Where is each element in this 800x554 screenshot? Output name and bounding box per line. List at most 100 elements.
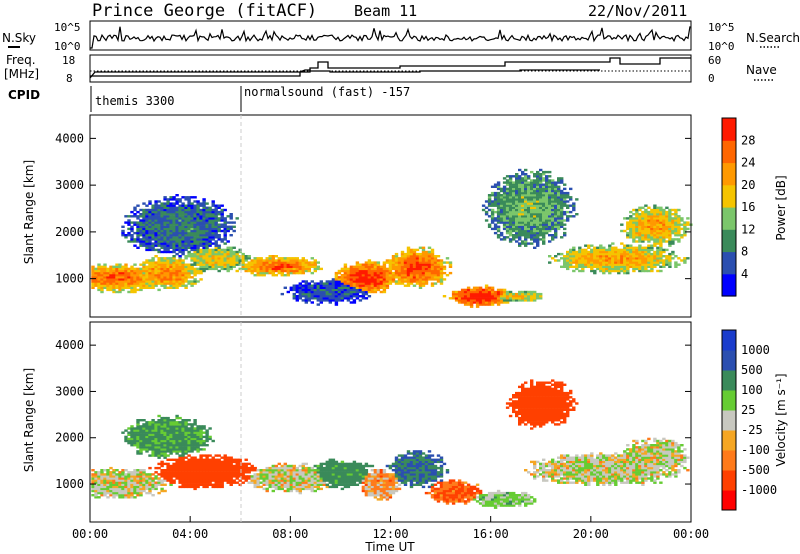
- heatmap-cell: [139, 450, 143, 453]
- heatmap-cell: [496, 297, 501, 300]
- heatmap-cell: [611, 265, 615, 268]
- heatmap-cell: [256, 479, 260, 482]
- heatmap-cell: [100, 469, 104, 472]
- heatmap-cell: [364, 284, 369, 287]
- heatmap-cell: [575, 255, 579, 258]
- heatmap-cell: [563, 257, 567, 260]
- heatmap-cell: [184, 246, 188, 249]
- heatmap-cell: [121, 229, 125, 233]
- heatmap-cell: [502, 292, 507, 296]
- heatmap-cell: [629, 263, 633, 266]
- heatmap-cell: [518, 231, 522, 235]
- heatmap-cell: [172, 284, 176, 287]
- heatmap-cell: [232, 473, 236, 476]
- heatmap-cell: [160, 263, 164, 266]
- heatmap-cell: [355, 278, 360, 281]
- heatmap-cell: [247, 261, 251, 264]
- heatmap-cell: [554, 215, 558, 218]
- heatmap-cell: [178, 458, 182, 461]
- heatmap-cell: [412, 284, 417, 287]
- heatmap-cell: [166, 462, 170, 466]
- heatmap-cell: [223, 458, 227, 461]
- heatmap-cell: [124, 437, 128, 441]
- heatmap-cell: [280, 267, 284, 271]
- heatmap-cell: [602, 261, 606, 264]
- heatmap-cell: [496, 196, 501, 199]
- heatmap-cell: [226, 267, 230, 271]
- heatmap-cell: [560, 265, 564, 268]
- heatmap-cell: [139, 223, 143, 226]
- power-colorbar-swatches: [722, 118, 736, 297]
- heatmap-cell: [521, 189, 525, 193]
- heatmap-cell: [169, 452, 173, 455]
- heatmap-cell: [551, 198, 555, 201]
- heatmap-cell: [130, 238, 134, 241]
- heatmap-cell: [166, 257, 170, 260]
- heatmap-cell: [668, 221, 672, 224]
- heatmap-cell: [100, 286, 104, 289]
- heatmap-cell: [512, 236, 516, 239]
- heatmap-cell: [193, 206, 197, 209]
- heatmap-cell: [524, 221, 528, 224]
- heatmap-cell: [253, 473, 257, 476]
- heatmap-cell: [310, 280, 314, 283]
- heatmap-cell: [265, 259, 269, 262]
- heatmap-cell: [460, 290, 465, 294]
- heatmap-cell: [184, 248, 188, 252]
- heatmap-cell: [515, 210, 519, 214]
- heatmap-cell: [346, 288, 351, 292]
- heatmap-cell: [223, 248, 227, 252]
- heatmap-cell: [136, 221, 140, 224]
- heatmap-cell: [142, 282, 146, 285]
- heatmap-cell: [199, 219, 203, 222]
- heatmap-cell: [391, 274, 396, 277]
- heatmap-cell: [157, 263, 161, 266]
- heatmap-cell: [581, 269, 585, 273]
- heatmap-cell: [166, 227, 170, 231]
- heatmap-cell: [361, 292, 366, 296]
- heatmap-cell: [124, 489, 128, 493]
- heatmap-cell: [367, 284, 372, 287]
- heatmap-cell: [157, 414, 161, 418]
- heatmap-cell: [376, 263, 381, 266]
- heatmap-cell: [518, 168, 522, 172]
- heatmap-cell: [572, 250, 576, 254]
- heatmap-cell: [202, 210, 206, 214]
- heatmap-cell: [563, 194, 567, 197]
- heatmap-cell: [533, 191, 537, 195]
- heatmap-cell: [313, 282, 317, 285]
- heatmap-cell: [223, 257, 227, 260]
- heatmap-cell: [472, 290, 477, 294]
- heatmap-cell: [223, 464, 227, 468]
- heatmap-cell: [632, 252, 636, 256]
- heatmap-cell: [130, 435, 134, 439]
- heatmap-cell: [533, 202, 537, 205]
- heatmap-cell: [512, 191, 516, 195]
- heatmap-cell: [680, 234, 684, 237]
- heatmap-cell: [196, 248, 200, 252]
- heatmap-cell: [184, 204, 188, 207]
- heatmap-cell: [91, 485, 95, 489]
- heatmap-cell: [202, 240, 206, 243]
- heatmap-cell: [208, 223, 212, 226]
- heatmap-cell: [548, 217, 552, 220]
- heatmap-cell: [647, 255, 651, 258]
- heatmap-cell: [148, 466, 152, 470]
- heatmap-cell: [617, 267, 621, 271]
- heatmap-cell: [166, 219, 170, 222]
- heatmap-cell: [542, 238, 546, 241]
- heatmap-cell: [298, 292, 302, 296]
- heatmap-cell: [205, 431, 209, 434]
- heatmap-cell: [518, 225, 522, 228]
- heatmap-cell: [653, 240, 657, 243]
- heatmap-cell: [181, 452, 185, 455]
- heatmap-cell: [608, 257, 612, 260]
- heatmap-cell: [121, 267, 125, 271]
- heatmap-cell: [229, 464, 233, 468]
- heatmap-cell: [647, 227, 651, 231]
- heatmap-cell: [487, 297, 492, 300]
- heatmap-cell: [548, 185, 552, 188]
- heatmap-cell: [524, 297, 528, 300]
- heatmap-cell: [677, 215, 681, 218]
- heatmap-cell: [289, 261, 293, 264]
